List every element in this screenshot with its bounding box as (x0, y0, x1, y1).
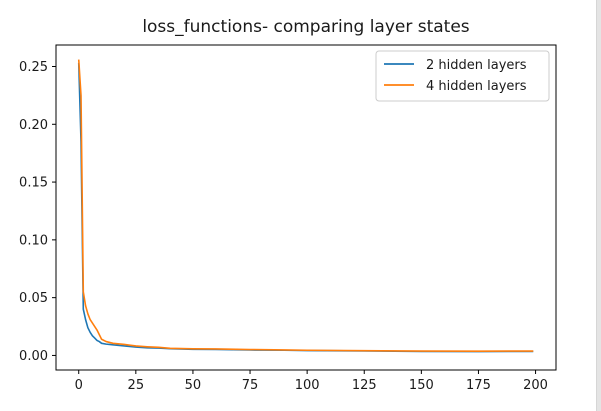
page-edge-line (596, 0, 597, 411)
series-line-1 (77, 63, 534, 353)
plot-frame (55, 44, 557, 371)
x-tick-label: 0 (75, 378, 83, 393)
legend: 2 hidden layers 4 hidden layers (375, 50, 550, 102)
page-edge (597, 0, 601, 411)
x-tick-label: 125 (352, 378, 377, 393)
y-tick-label: 0.15 (19, 176, 48, 191)
y-axis: 0.00 0.05 0.10 0.15 0.20 0.25 (19, 60, 56, 364)
x-tick-label: 50 (185, 378, 202, 393)
y-tick-label: 0.10 (19, 233, 48, 248)
x-tick-label: 100 (295, 378, 320, 393)
y-tick-label: 0.00 (19, 349, 48, 364)
x-tick-label: 150 (409, 378, 434, 393)
legend-label: 2 hidden layers (426, 58, 527, 73)
legend-label: 4 hidden layers (426, 79, 527, 94)
legend-box (375, 50, 550, 102)
y-tick-label: 0.25 (19, 60, 48, 75)
x-tick-label: 25 (128, 378, 145, 393)
x-axis: 0 25 50 75 100 125 150 175 200 (75, 370, 548, 393)
series-layer (77, 59, 534, 353)
x-tick-label: 200 (523, 378, 548, 393)
x-tick-label: 75 (242, 378, 259, 393)
series-line-2 (77, 59, 534, 352)
y-tick-label: 0.05 (19, 291, 48, 306)
y-tick-label: 0.20 (19, 118, 48, 133)
x-tick-label: 175 (466, 378, 491, 393)
chart-title: loss_functions- comparing layer states (142, 17, 469, 37)
